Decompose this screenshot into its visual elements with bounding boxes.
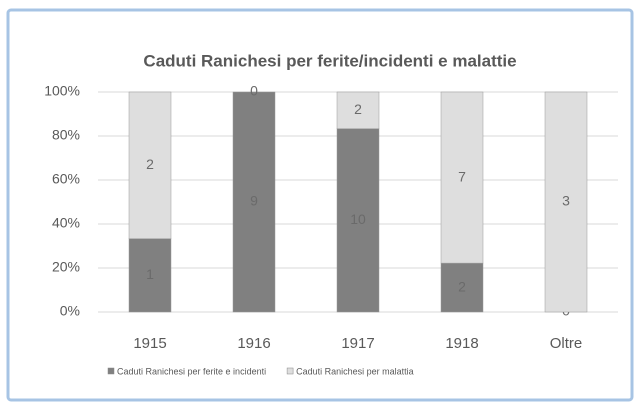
y-tick-label: 20% xyxy=(52,259,80,275)
bar-segment xyxy=(336,128,380,313)
chart-title: Caduti Ranichesi per ferite/incidenti e … xyxy=(143,51,516,70)
data-label: 9 xyxy=(250,193,258,209)
bar-segment xyxy=(440,91,484,264)
y-tick-label: 60% xyxy=(52,171,80,187)
x-tick-label: Oltre xyxy=(550,335,583,352)
legend-label: Caduti Ranichesi per malattia xyxy=(296,366,414,376)
legend-label: Caduti Ranichesi per ferite e incidenti xyxy=(117,366,266,376)
y-tick-label: 0% xyxy=(60,303,80,319)
data-label: 2 xyxy=(146,156,154,172)
y-tick-label: 100% xyxy=(44,83,80,99)
x-tick-label: 1917 xyxy=(341,335,374,352)
legend-swatch xyxy=(107,367,115,375)
bar-segment xyxy=(440,262,484,313)
bar-segment xyxy=(336,91,380,129)
x-tick-label: 1916 xyxy=(237,335,270,352)
y-tick-label: 80% xyxy=(52,127,80,143)
x-tick-label: 1915 xyxy=(133,335,166,352)
legend-swatch xyxy=(286,367,294,375)
data-label: 2 xyxy=(458,278,466,294)
data-label: 1 xyxy=(146,266,154,282)
data-label: 10 xyxy=(350,211,366,227)
bar-segment xyxy=(128,91,172,239)
data-label: 2 xyxy=(354,101,362,117)
bar-segment xyxy=(128,238,172,313)
data-label: 0 xyxy=(250,83,258,99)
data-label: 3 xyxy=(562,193,570,209)
bar-segment xyxy=(232,91,276,313)
y-tick-label: 40% xyxy=(52,215,80,231)
x-tick-label: 1918 xyxy=(445,335,478,352)
data-label: 7 xyxy=(458,168,466,184)
bar-segment xyxy=(544,91,588,313)
